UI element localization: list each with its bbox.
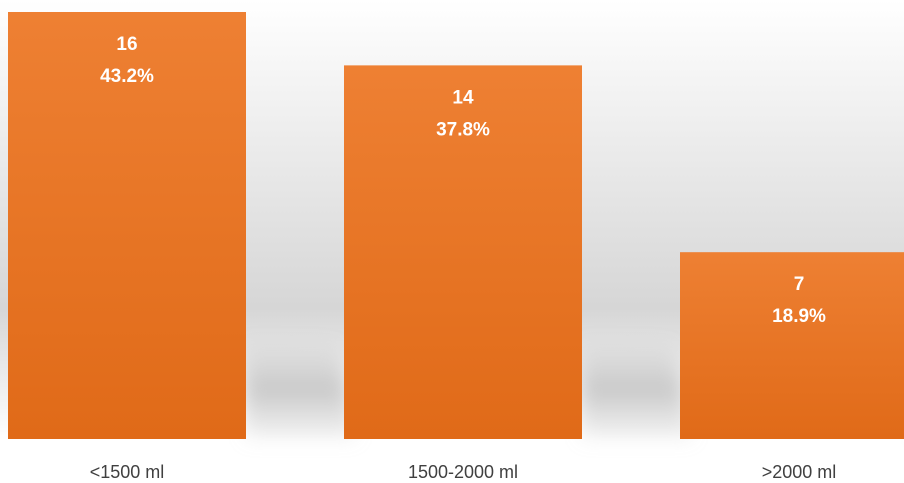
bar-percent-label-2: 37.8% [436, 119, 490, 140]
bar-shadow-1 [246, 339, 356, 439]
category-label-1: <1500 ml [90, 462, 165, 482]
bar-percent-label-3: 18.9% [772, 306, 826, 327]
data-labels-group: 16 43.2% 14 37.8% 7 18.9% [100, 34, 826, 327]
bar-shadows [246, 339, 692, 439]
bars-group [8, 12, 904, 439]
bar-2 [344, 65, 582, 439]
category-label-2: 1500-2000 ml [408, 462, 518, 482]
category-labels-group: <1500 ml 1500-2000 ml >2000 ml [90, 462, 837, 482]
bar-shadow-2 [582, 339, 692, 439]
bar-percent-label-1: 43.2% [100, 66, 154, 87]
bar-value-label-2: 14 [452, 87, 474, 108]
bar-3 [680, 252, 904, 439]
bar-value-label-3: 7 [794, 274, 805, 295]
bar-1 [8, 12, 246, 439]
bar-value-label-1: 16 [116, 34, 137, 55]
category-label-3: >2000 ml [762, 462, 837, 482]
